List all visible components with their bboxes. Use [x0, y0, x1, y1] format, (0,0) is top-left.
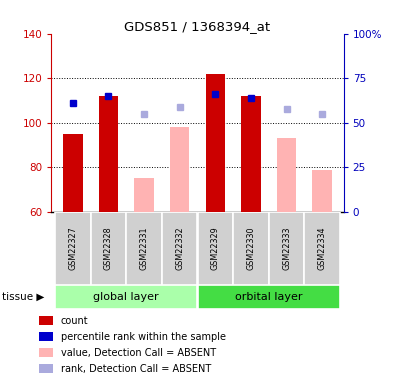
Bar: [198, 212, 233, 285]
Bar: [198, 285, 340, 309]
Bar: [39, 332, 53, 341]
Text: orbital layer: orbital layer: [235, 292, 303, 302]
Bar: [55, 285, 198, 309]
Text: GSM22330: GSM22330: [246, 226, 256, 270]
Bar: [39, 316, 53, 325]
Text: GSM22334: GSM22334: [318, 226, 327, 270]
Text: GSM22329: GSM22329: [211, 226, 220, 270]
Text: tissue ▶: tissue ▶: [2, 292, 44, 302]
Text: rank, Detection Call = ABSENT: rank, Detection Call = ABSENT: [61, 364, 211, 374]
Bar: [312, 170, 332, 212]
Bar: [277, 138, 296, 212]
Bar: [39, 364, 53, 373]
Text: GSM22327: GSM22327: [68, 226, 77, 270]
Text: count: count: [61, 316, 88, 326]
Bar: [134, 178, 154, 212]
Text: GSM22333: GSM22333: [282, 226, 291, 270]
Text: value, Detection Call = ABSENT: value, Detection Call = ABSENT: [61, 348, 216, 358]
Text: percentile rank within the sample: percentile rank within the sample: [61, 332, 226, 342]
Bar: [205, 74, 225, 212]
Bar: [269, 212, 305, 285]
Title: GDS851 / 1368394_at: GDS851 / 1368394_at: [124, 20, 271, 33]
Bar: [241, 96, 261, 212]
Bar: [162, 212, 198, 285]
Text: global layer: global layer: [93, 292, 159, 302]
Bar: [99, 96, 118, 212]
Bar: [63, 134, 83, 212]
Bar: [126, 212, 162, 285]
Text: GSM22331: GSM22331: [139, 226, 149, 270]
Bar: [170, 127, 190, 212]
Bar: [55, 212, 90, 285]
Bar: [233, 212, 269, 285]
Bar: [90, 212, 126, 285]
Bar: [305, 212, 340, 285]
Bar: [39, 348, 53, 357]
Text: GSM22332: GSM22332: [175, 226, 184, 270]
Text: GSM22328: GSM22328: [104, 226, 113, 270]
